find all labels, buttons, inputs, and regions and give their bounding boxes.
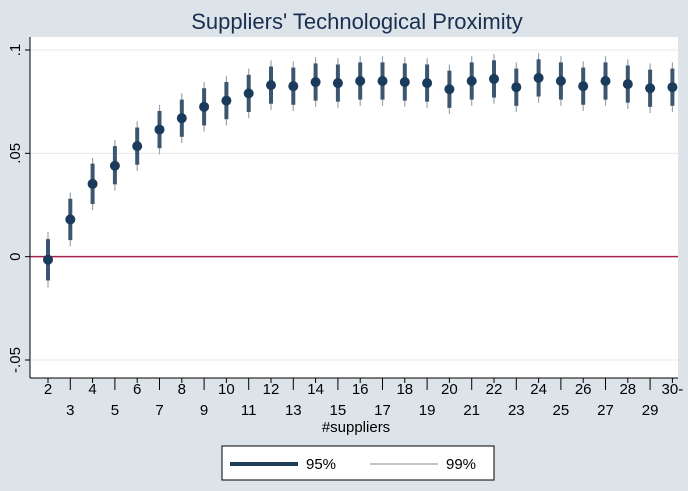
x-tick-label: 14 (307, 381, 324, 398)
point-estimate (511, 82, 522, 93)
x-tick-label: 10 (218, 381, 235, 398)
point-estimate (199, 101, 210, 112)
point-estimate (422, 78, 433, 89)
x-axis-title: #suppliers (322, 419, 390, 436)
point-estimate (622, 79, 633, 90)
x-tick-label: 29 (642, 402, 659, 419)
y-tick-label: .1 (7, 44, 24, 57)
x-axis: 2345678910111213141516171819202122232425… (30, 377, 684, 419)
y-tick-label: .05 (7, 143, 24, 164)
point-estimate (176, 113, 187, 124)
chart-title: Suppliers' Technological Proximity (191, 9, 523, 34)
point-estimate (266, 80, 276, 91)
x-tick-label: 22 (486, 381, 503, 398)
x-tick-label: 25 (553, 402, 570, 419)
data-marks (43, 53, 678, 288)
x-tick-label: 16 (352, 381, 369, 398)
x-tick-label: 17 (374, 402, 391, 419)
point-estimate (332, 78, 343, 89)
point-estimate (243, 88, 254, 99)
point-estimate (288, 81, 299, 92)
x-tick-label: 20 (441, 381, 458, 398)
x-tick-label: 26 (575, 381, 592, 398)
legend-label-95: 95% (306, 456, 336, 473)
y-tick-label: 0 (7, 252, 24, 260)
point-estimate (154, 124, 165, 135)
point-estimate (466, 76, 477, 86)
x-tick-label: 6 (133, 381, 141, 398)
x-tick-label: 15 (330, 402, 347, 419)
x-tick-label: 23 (508, 402, 525, 419)
point-estimate (87, 178, 98, 189)
x-tick-label: 21 (463, 402, 480, 419)
point-estimate (65, 214, 76, 225)
x-tick-label: 3 (66, 402, 74, 419)
x-tick-label: 11 (241, 402, 257, 419)
x-tick-label: 27 (597, 402, 614, 419)
legend: 95% 99% (221, 445, 495, 481)
x-tick-label: 24 (530, 381, 547, 398)
point-estimate (399, 77, 410, 88)
x-tick-label: 5 (111, 402, 119, 419)
point-estimate (43, 254, 53, 265)
point-estimate (355, 76, 366, 86)
x-tick-label: 9 (200, 402, 208, 419)
x-tick-label: 7 (155, 402, 163, 419)
point-estimate (377, 76, 388, 86)
point-estimate (221, 95, 232, 106)
y-tick-label: -.05 (7, 347, 24, 373)
point-estimate (489, 73, 499, 84)
point-estimate (444, 84, 455, 95)
point-estimate (645, 83, 656, 94)
point-estimate (555, 76, 566, 86)
point-estimate (310, 77, 321, 88)
point-estimate (578, 81, 589, 92)
x-tick-label: 18 (396, 381, 413, 398)
x-tick-label: 28 (619, 381, 636, 398)
plot-area (30, 37, 678, 378)
point-estimate (600, 76, 611, 86)
point-estimate (132, 141, 143, 152)
point-estimate (667, 82, 678, 93)
x-tick-label: 2 (44, 381, 52, 398)
point-estimate (533, 72, 544, 83)
point-estimate (109, 160, 120, 171)
x-tick-label: 8 (178, 381, 186, 398)
x-tick-label: 30- (662, 381, 684, 398)
x-tick-label: 19 (419, 402, 436, 419)
x-tick-label: 13 (285, 402, 302, 419)
y-axis: -.05 0 .05 .1 (7, 37, 31, 378)
x-tick-label: 12 (263, 381, 280, 398)
x-tick-label: 4 (88, 381, 96, 398)
legend-label-99: 99% (446, 456, 476, 473)
